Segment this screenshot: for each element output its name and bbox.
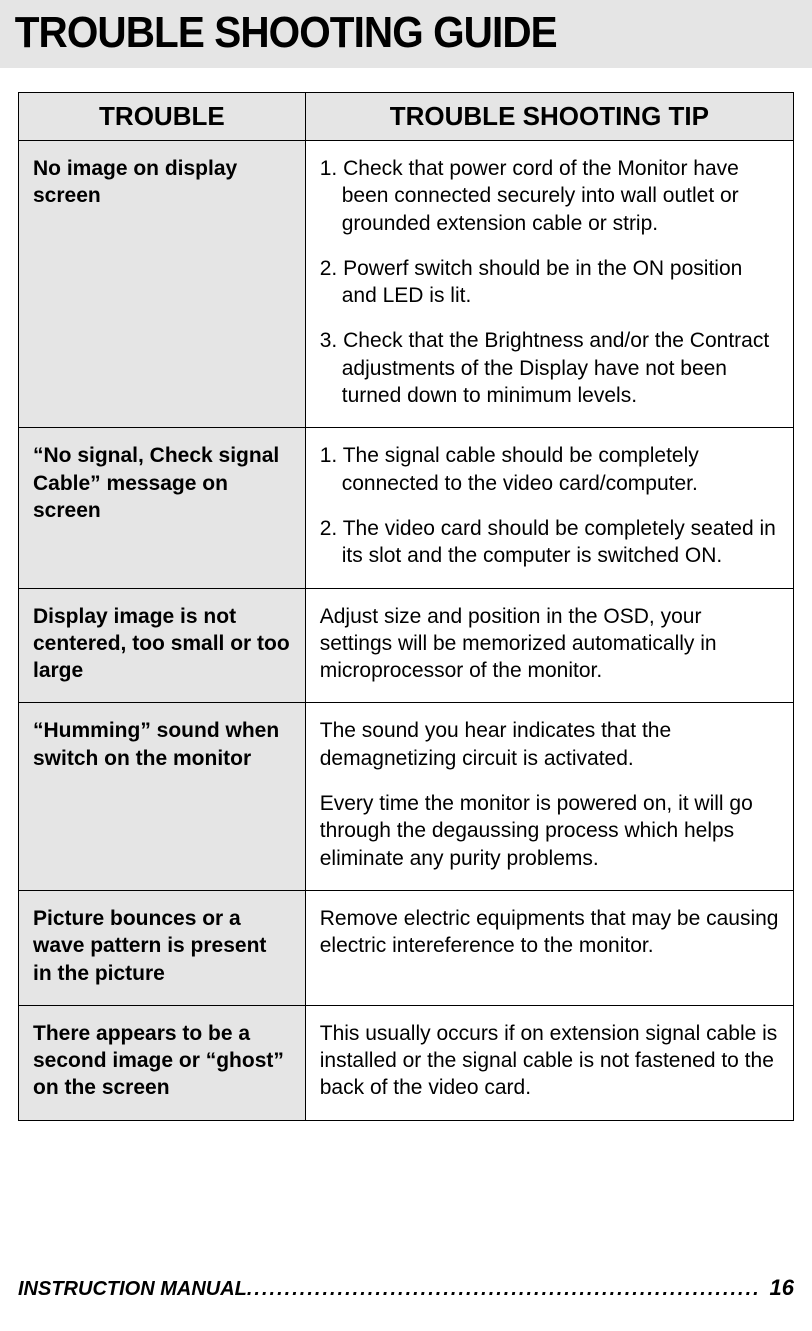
tip-cell: 1. Check that power cord of the Monitor …	[305, 141, 793, 428]
tip-item: 1. Check that power cord of the Monitor …	[320, 155, 779, 237]
tip-cell: Adjust size and position in the OSD, you…	[305, 588, 793, 703]
column-header-tip: TROUBLE SHOOTING TIP	[305, 93, 793, 141]
footer-page-number: 16	[760, 1275, 794, 1301]
tip-cell: This usually occurs if on extension sign…	[305, 1005, 793, 1120]
trouble-cell: Picture bounces or a wave pattern is pre…	[19, 890, 306, 1005]
trouble-cell: There appears to be a second image or “g…	[19, 1005, 306, 1120]
tip-item: Remove electric equipments that may be c…	[320, 905, 779, 960]
trouble-cell: “No signal, Check signal Cable” message …	[19, 428, 306, 588]
table-row: “Humming” sound when switch on the monit…	[19, 703, 794, 890]
page-title: TROUBLE SHOOTING GUIDE	[0, 8, 747, 58]
page-footer: INSTRUCTION MANUAL .....................…	[18, 1275, 794, 1301]
tip-cell: The sound you hear indicates that the de…	[305, 703, 793, 890]
tip-item: 2. Powerf switch should be in the ON pos…	[320, 255, 779, 310]
table-row: Picture bounces or a wave pattern is pre…	[19, 890, 794, 1005]
tip-cell: 1. The signal cable should be completely…	[305, 428, 793, 588]
table-row: Display image is not centered, too small…	[19, 588, 794, 703]
table-row: “No signal, Check signal Cable” message …	[19, 428, 794, 588]
trouble-cell: “Humming” sound when switch on the monit…	[19, 703, 306, 890]
tip-item: 2. The video card should be completely s…	[320, 515, 779, 570]
table-body: No image on display screen1. Check that …	[19, 141, 794, 1121]
table-row: No image on display screen1. Check that …	[19, 141, 794, 428]
tip-item: Adjust size and position in the OSD, you…	[320, 603, 779, 685]
table-row: There appears to be a second image or “g…	[19, 1005, 794, 1120]
tip-item: 3. Check that the Brightness and/or the …	[320, 327, 779, 409]
footer-dots: ........................................…	[247, 1278, 760, 1301]
trouble-cell: No image on display screen	[19, 141, 306, 428]
trouble-cell: Display image is not centered, too small…	[19, 588, 306, 703]
title-bar: TROUBLE SHOOTING GUIDE	[0, 0, 812, 68]
tip-item: 1. The signal cable should be completely…	[320, 442, 779, 497]
tip-item: Every time the monitor is powered on, it…	[320, 790, 779, 872]
column-header-trouble: TROUBLE	[19, 93, 306, 141]
tip-item: This usually occurs if on extension sign…	[320, 1020, 779, 1102]
troubleshooting-table: TROUBLE TROUBLE SHOOTING TIP No image on…	[18, 92, 794, 1121]
footer-label: INSTRUCTION MANUAL	[18, 1278, 247, 1301]
tip-item: The sound you hear indicates that the de…	[320, 717, 779, 772]
tip-cell: Remove electric equipments that may be c…	[305, 890, 793, 1005]
